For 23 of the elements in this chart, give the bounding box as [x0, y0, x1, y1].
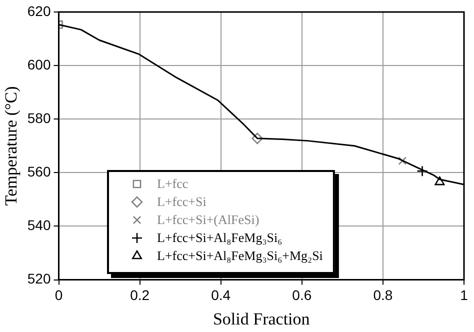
x-tick-label: 1	[460, 287, 468, 304]
x-axis-title: Solid Fraction	[212, 309, 310, 328]
x-tick-label: 0.8	[373, 287, 393, 304]
x-tick-label: 0.6	[292, 287, 312, 304]
y-tick-label: 560	[27, 164, 51, 180]
point	[434, 176, 445, 186]
y-tick-label: 580	[27, 110, 51, 126]
y-axis-title: Temperature (°C)	[2, 86, 21, 206]
legend-label: L+fcc+Si	[157, 194, 206, 209]
y-tick-label: 600	[27, 56, 51, 72]
x-tick-label: 0	[54, 287, 63, 304]
legend-label: L+fcc+Si+Al₈FeMg₃Si₆+Mg₂Si	[157, 248, 323, 263]
legend-label: L+fcc+Si+Al₈FeMg₃Si₆	[157, 230, 282, 245]
y-tick-label: 540	[27, 217, 51, 234]
x-tick-label: 0.2	[130, 287, 150, 304]
point	[416, 165, 428, 177]
legend-label: L+fcc	[157, 176, 188, 191]
x-tick-label: 0.4	[211, 287, 231, 304]
y-tick-label: 520	[27, 270, 51, 287]
y-tick-label: 620	[27, 2, 51, 19]
legend-label: L+fcc+Si+(AlFeSi)	[157, 212, 260, 227]
point	[252, 132, 263, 144]
point	[398, 156, 407, 166]
